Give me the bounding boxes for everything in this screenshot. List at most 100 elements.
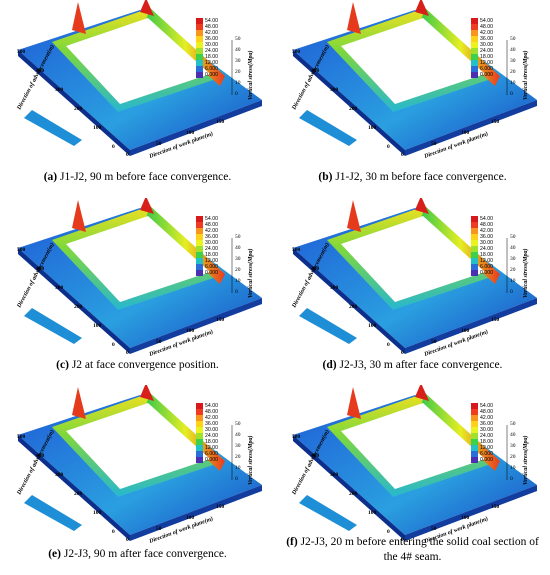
legend-swatch xyxy=(196,409,203,415)
y-tick: 500 xyxy=(17,247,26,253)
z-tick: 10 xyxy=(510,80,516,86)
goaf-opening xyxy=(341,216,485,302)
legend-tick: 36.00 xyxy=(480,36,493,42)
z-tick: 10 xyxy=(510,278,516,284)
legend-swatch xyxy=(471,439,478,445)
legend-tick: 30.00 xyxy=(480,42,493,48)
x-tick: 150 xyxy=(216,317,225,323)
legend-swatch xyxy=(471,60,478,66)
z-tick: 30 xyxy=(235,58,241,64)
panel-b: 54.00 48.00 42.00 36.00 30.00 24.00 18.00 12.00… xyxy=(275,0,550,190)
legend-swatch xyxy=(196,60,203,66)
z-tick: 30 xyxy=(235,443,241,449)
legend-swatch xyxy=(196,457,203,463)
legend-tick: 6.000 xyxy=(205,451,218,457)
legend-swatch xyxy=(471,457,478,463)
legend-tick: 0.000 xyxy=(205,72,218,78)
legend-swatch xyxy=(196,427,203,433)
legend-tick: 42.00 xyxy=(205,415,218,421)
legend-swatch xyxy=(471,403,478,409)
panel-c: 54.00 48.00 42.00 36.00 30.00 24.00 18.00 12.00… xyxy=(0,198,275,388)
y-tick: 100 xyxy=(93,323,102,329)
legend-tick: 54.00 xyxy=(480,18,493,24)
legend-tick: 6.000 xyxy=(480,451,493,457)
color-legend: 54.0048.0042.0036.0030.0024.0018.0012.00… xyxy=(196,18,218,78)
legend-swatch xyxy=(471,240,478,246)
stress-plot-c: 54.00 48.00 42.00 36.00 30.00 24.00 18.00 12.00… xyxy=(0,198,275,356)
x-tick: 0 xyxy=(126,537,129,543)
legend-tick: 18.00 xyxy=(480,252,493,258)
legend-tick: 24.00 xyxy=(205,246,218,252)
z-axis: 0 10 20 30 40 50 Vertical stress(Mpa) xyxy=(231,36,254,100)
legend-tick: 18.00 xyxy=(480,54,493,60)
legend-swatch xyxy=(196,30,203,36)
legend-tick: 36.00 xyxy=(205,36,218,42)
x-tick: 100 xyxy=(186,130,195,136)
y-tick: 200 xyxy=(74,106,83,112)
goaf-opening xyxy=(341,403,485,489)
legend-tick: 18.00 xyxy=(205,54,218,60)
stress-peak xyxy=(347,2,361,34)
legend-tick: 12.00 xyxy=(205,445,218,451)
y-tick: 500 xyxy=(17,49,26,55)
x-tick: 0 xyxy=(126,152,129,158)
z-tick: 50 xyxy=(510,36,516,42)
legend-swatch xyxy=(471,228,478,234)
legend-tick: 36.00 xyxy=(480,421,493,427)
z-tick: 10 xyxy=(510,465,516,471)
roadway-strip xyxy=(24,495,82,531)
legend-swatch xyxy=(196,246,203,252)
z-tick: 30 xyxy=(510,256,516,262)
y-tick: 400 xyxy=(311,453,320,459)
y-tick: 400 xyxy=(36,453,45,459)
y-tick: 500 xyxy=(292,247,301,253)
legend-tick: 0.000 xyxy=(205,270,218,276)
y-tick: 400 xyxy=(36,68,45,74)
stress-plot-e: 54.00 48.00 42.00 36.00 30.00 24.00 18.00 12.00… xyxy=(0,385,275,543)
legend-tick: 12.00 xyxy=(480,445,493,451)
legend-tick: 18.00 xyxy=(480,439,493,445)
y-tick: 200 xyxy=(74,304,83,310)
y-tick: 200 xyxy=(74,491,83,497)
legend-tick: 0.000 xyxy=(205,457,218,463)
legend-tick: 36.00 xyxy=(480,234,493,240)
legend-tick: 12.00 xyxy=(205,60,218,66)
y-tick: 0 xyxy=(387,144,390,150)
z-axis: 0 10 20 30 40 50 Vertical stress(Mpa) xyxy=(506,234,529,298)
caption-a: (a) J1-J2, 90 m before face convergence. xyxy=(43,171,232,183)
z-tick: 0 xyxy=(510,476,513,482)
x-tick: 0 xyxy=(401,152,404,158)
legend-swatch xyxy=(196,415,203,421)
legend-swatch xyxy=(196,72,203,78)
legend-swatch xyxy=(471,258,478,264)
caption-d: (d) J2-J3, 30 m after face convergence. xyxy=(322,359,503,371)
legend-swatch xyxy=(196,403,203,409)
roadway-strip xyxy=(24,110,82,146)
z-axis-label: Vertical stress(Mpa) xyxy=(247,435,254,485)
y-tick: 300 xyxy=(330,285,339,291)
legend-tick: 12.00 xyxy=(205,258,218,264)
color-legend: 54.0048.0042.0036.0030.0024.0018.0012.00… xyxy=(471,216,493,276)
z-tick: 20 xyxy=(510,454,516,460)
x-tick: 150 xyxy=(216,504,225,510)
x-tick: 100 xyxy=(461,328,470,334)
abutment-stress-ring xyxy=(327,385,500,497)
stress-plot-b: 54.00 48.00 42.00 36.00 30.00 24.00 18.00 12.00… xyxy=(275,0,550,158)
z-tick: 50 xyxy=(510,234,516,240)
y-tick: 300 xyxy=(55,87,64,93)
legend-swatch xyxy=(471,30,478,36)
legend-swatch xyxy=(196,216,203,222)
x-tick: 50 xyxy=(156,141,162,147)
z-tick: 0 xyxy=(510,91,513,97)
caption-e: (e) J2-J3, 90 m after face convergence. xyxy=(48,548,227,560)
legend-swatch xyxy=(471,415,478,421)
legend-tick: 30.00 xyxy=(480,427,493,433)
z-tick: 40 xyxy=(510,245,516,251)
legend-tick: 24.00 xyxy=(480,246,493,252)
z-axis: 0 10 20 30 40 50 Vertical stress(Mpa) xyxy=(231,234,254,298)
z-axis-label: Vertical stress(Mpa) xyxy=(247,248,254,298)
legend-tick: 42.00 xyxy=(205,30,218,36)
legend-tick: 42.00 xyxy=(480,228,493,234)
legend-swatch xyxy=(471,264,478,270)
y-tick: 300 xyxy=(330,472,339,478)
